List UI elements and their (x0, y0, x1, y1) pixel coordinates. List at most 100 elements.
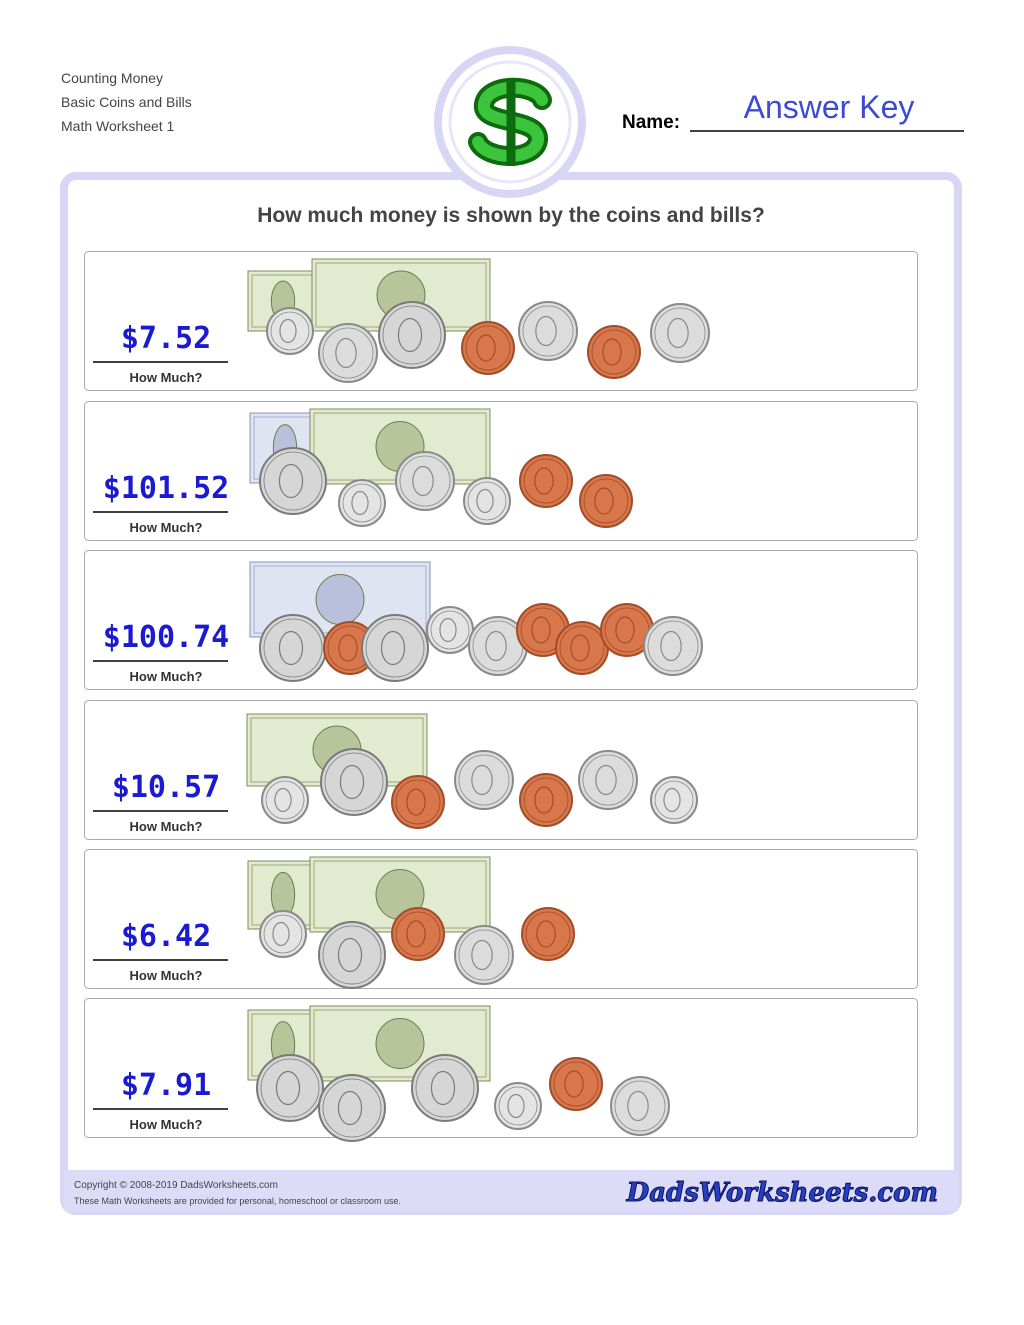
coin (259, 614, 327, 682)
coin-profile (279, 318, 297, 344)
coin-rim (322, 327, 374, 379)
penny (519, 454, 573, 508)
coin-profile (535, 315, 557, 347)
dime (266, 307, 314, 355)
coin-rim (382, 305, 442, 365)
coin-rim (614, 1080, 666, 1132)
coin-rim (582, 754, 634, 806)
coin (461, 321, 515, 375)
coin-profile (570, 634, 590, 662)
coin-profile (397, 317, 423, 353)
quarter (411, 1054, 479, 1122)
how-much: How Much? (130, 370, 203, 385)
coin-profile (274, 787, 292, 813)
penny (579, 474, 633, 528)
coin-profile (485, 630, 507, 662)
problem: $7.91 How Much? (84, 998, 918, 1142)
coin-profile (476, 334, 496, 362)
site-logo: DadsWorksheets.com (626, 1178, 938, 1208)
coin (378, 301, 446, 369)
coin (320, 748, 388, 816)
coin-profile (406, 788, 426, 816)
coin-profile (275, 1070, 301, 1106)
nickel (650, 303, 710, 363)
coin-rim (265, 780, 305, 820)
coin (411, 1054, 479, 1122)
how-much: How Much? (130, 819, 203, 834)
coin-rim (263, 451, 323, 511)
coin (521, 907, 575, 961)
coin-profile (278, 463, 304, 499)
coin (395, 451, 455, 511)
penny (391, 775, 445, 829)
coin-rim (322, 1078, 382, 1138)
coin-profile (272, 921, 290, 947)
coin-rim (395, 911, 441, 957)
coin (587, 325, 641, 379)
coin-profile (627, 1090, 649, 1122)
coin-rim (647, 620, 699, 672)
answer: $7.52 (121, 321, 211, 356)
problem: $7.52 How Much? (84, 251, 918, 391)
coin-rim (458, 754, 510, 806)
coin-profile (564, 1070, 584, 1098)
quarter (318, 921, 386, 989)
coin-profile (278, 630, 304, 666)
coin-rim (522, 305, 574, 357)
how-much: How Much? (130, 968, 203, 983)
coin-rim (263, 618, 323, 678)
coin (426, 606, 474, 654)
penny (549, 1057, 603, 1111)
coin-rim (270, 311, 310, 351)
how-much: How Much? (130, 1117, 203, 1132)
answer-key: Answer Key (744, 89, 915, 125)
coin-rim (365, 618, 425, 678)
coin-profile (339, 764, 365, 800)
coin (578, 750, 638, 810)
bill (309, 1005, 491, 1082)
coin-profile (337, 937, 363, 973)
coin-rim (342, 483, 382, 523)
quarter (318, 1074, 386, 1142)
nickel (610, 1076, 670, 1136)
nickel (454, 925, 514, 985)
footer-band (64, 1170, 958, 1211)
problem: $10.57 How Much? (84, 700, 918, 840)
answer: $100.74 (103, 620, 229, 655)
dime (261, 776, 309, 824)
answer: $7.91 (121, 1068, 211, 1103)
coin-profile (507, 1093, 525, 1119)
coin (518, 301, 578, 361)
coin-profile (430, 1070, 456, 1106)
problem: $6.42 How Much? (84, 849, 918, 989)
nickel (643, 616, 703, 676)
quarter (378, 301, 446, 369)
answer: $6.42 (121, 919, 211, 954)
coin-rim (458, 929, 510, 981)
coin-rim (654, 307, 706, 359)
coin (318, 921, 386, 989)
coin-rim (399, 455, 451, 507)
nickel (578, 750, 638, 810)
question: How much money is shown by the coins and… (257, 204, 765, 227)
coin-rim (591, 329, 637, 375)
coin (650, 776, 698, 824)
name-label: Name: (622, 112, 680, 133)
quarter (361, 614, 429, 682)
coin-rim (465, 325, 511, 371)
coin (519, 773, 573, 827)
coin-rim (553, 1061, 599, 1107)
coin-rim (498, 1086, 538, 1126)
coin-profile (615, 616, 635, 644)
bill-border (313, 1009, 487, 1078)
problem: $101.52 How Much? (84, 401, 918, 541)
penny (519, 773, 573, 827)
coin-profile (663, 787, 681, 813)
coin (549, 1057, 603, 1111)
coin (454, 925, 514, 985)
coin-profile (335, 337, 357, 369)
coin (338, 479, 386, 527)
coin (454, 750, 514, 810)
coin-profile (531, 616, 551, 644)
coin (519, 454, 573, 508)
